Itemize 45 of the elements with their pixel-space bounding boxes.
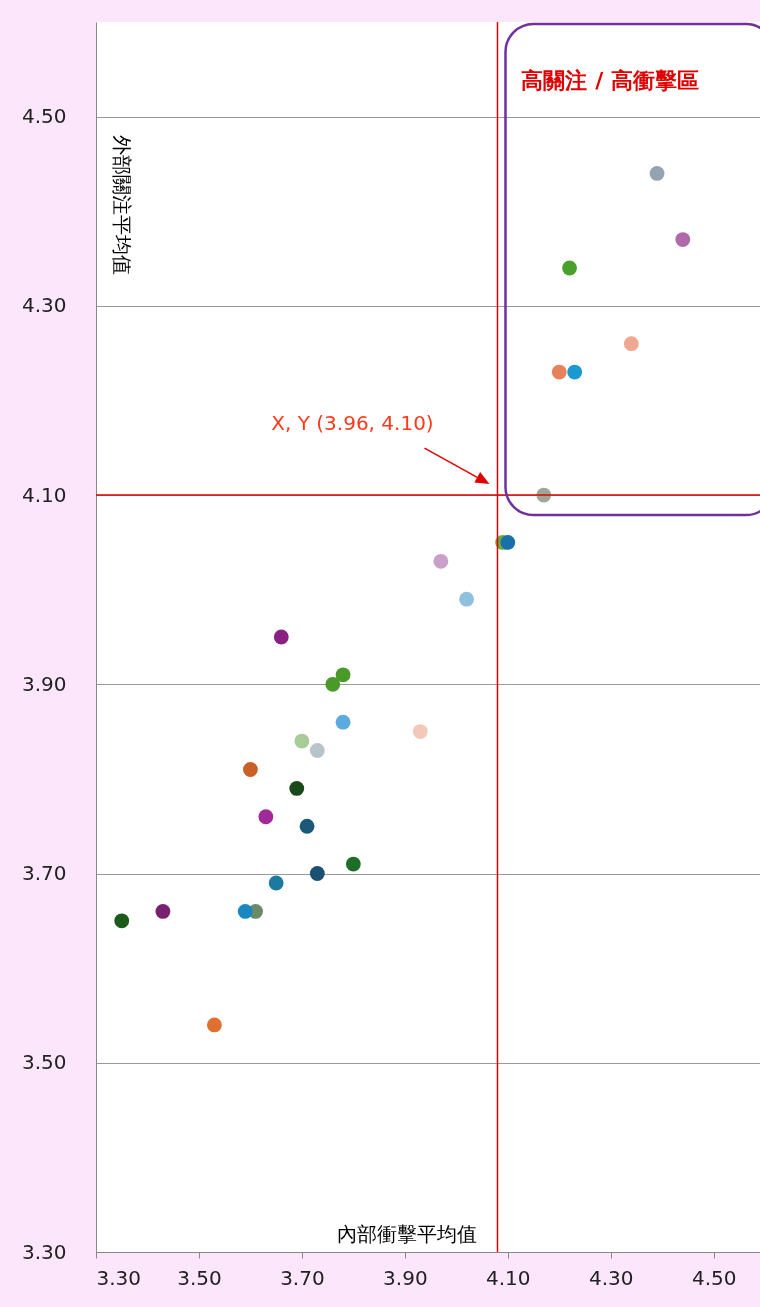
x-tick-label: 3.50 xyxy=(177,1265,222,1290)
y-tick-label: 3.70 xyxy=(21,861,67,886)
x-tick-label: 4.10 xyxy=(486,1265,531,1290)
x-axis-title: 內部衝擊平均值 xyxy=(336,1221,477,1246)
point xyxy=(325,676,341,692)
annotation: X, Y (3.96, 4.10) xyxy=(271,410,434,435)
x-tick-label: 3.70 xyxy=(280,1265,325,1290)
point xyxy=(459,591,475,607)
point xyxy=(567,364,583,380)
y-tick-label: 4.10 xyxy=(21,482,67,507)
point xyxy=(294,733,310,749)
point xyxy=(345,856,361,872)
point xyxy=(258,809,274,825)
point xyxy=(299,818,315,834)
x-tick-label: 3.90 xyxy=(383,1265,428,1290)
y-tick-label: 3.50 xyxy=(21,1050,67,1075)
point xyxy=(335,667,351,683)
y-tick-label: 3.90 xyxy=(21,671,67,696)
point xyxy=(412,724,428,740)
point xyxy=(551,364,567,380)
point xyxy=(289,780,305,796)
point xyxy=(335,714,351,730)
point xyxy=(562,260,577,276)
point xyxy=(114,913,130,929)
point xyxy=(268,875,284,891)
point xyxy=(309,743,325,758)
x-tick-label: 4.50 xyxy=(691,1265,737,1290)
point xyxy=(500,534,516,550)
point xyxy=(237,903,253,919)
y-tick-label: 4.50 xyxy=(21,104,67,129)
point xyxy=(649,165,665,181)
point xyxy=(309,866,325,881)
y-tick-label: 4.30 xyxy=(21,293,67,318)
x-tick-label: 3.30 xyxy=(96,1265,142,1290)
y-tick-label: 3.30 xyxy=(21,1239,67,1264)
point xyxy=(155,903,171,919)
point xyxy=(433,553,449,569)
y-axis-title: 外部關注平均值 xyxy=(109,134,134,275)
annotation: 高關注 / 高衝擊區 xyxy=(521,68,699,93)
point xyxy=(243,762,258,777)
point xyxy=(206,1017,222,1033)
x-tick-label: 4.30 xyxy=(588,1265,634,1290)
point xyxy=(675,232,691,248)
point xyxy=(273,629,289,645)
point xyxy=(623,336,639,352)
